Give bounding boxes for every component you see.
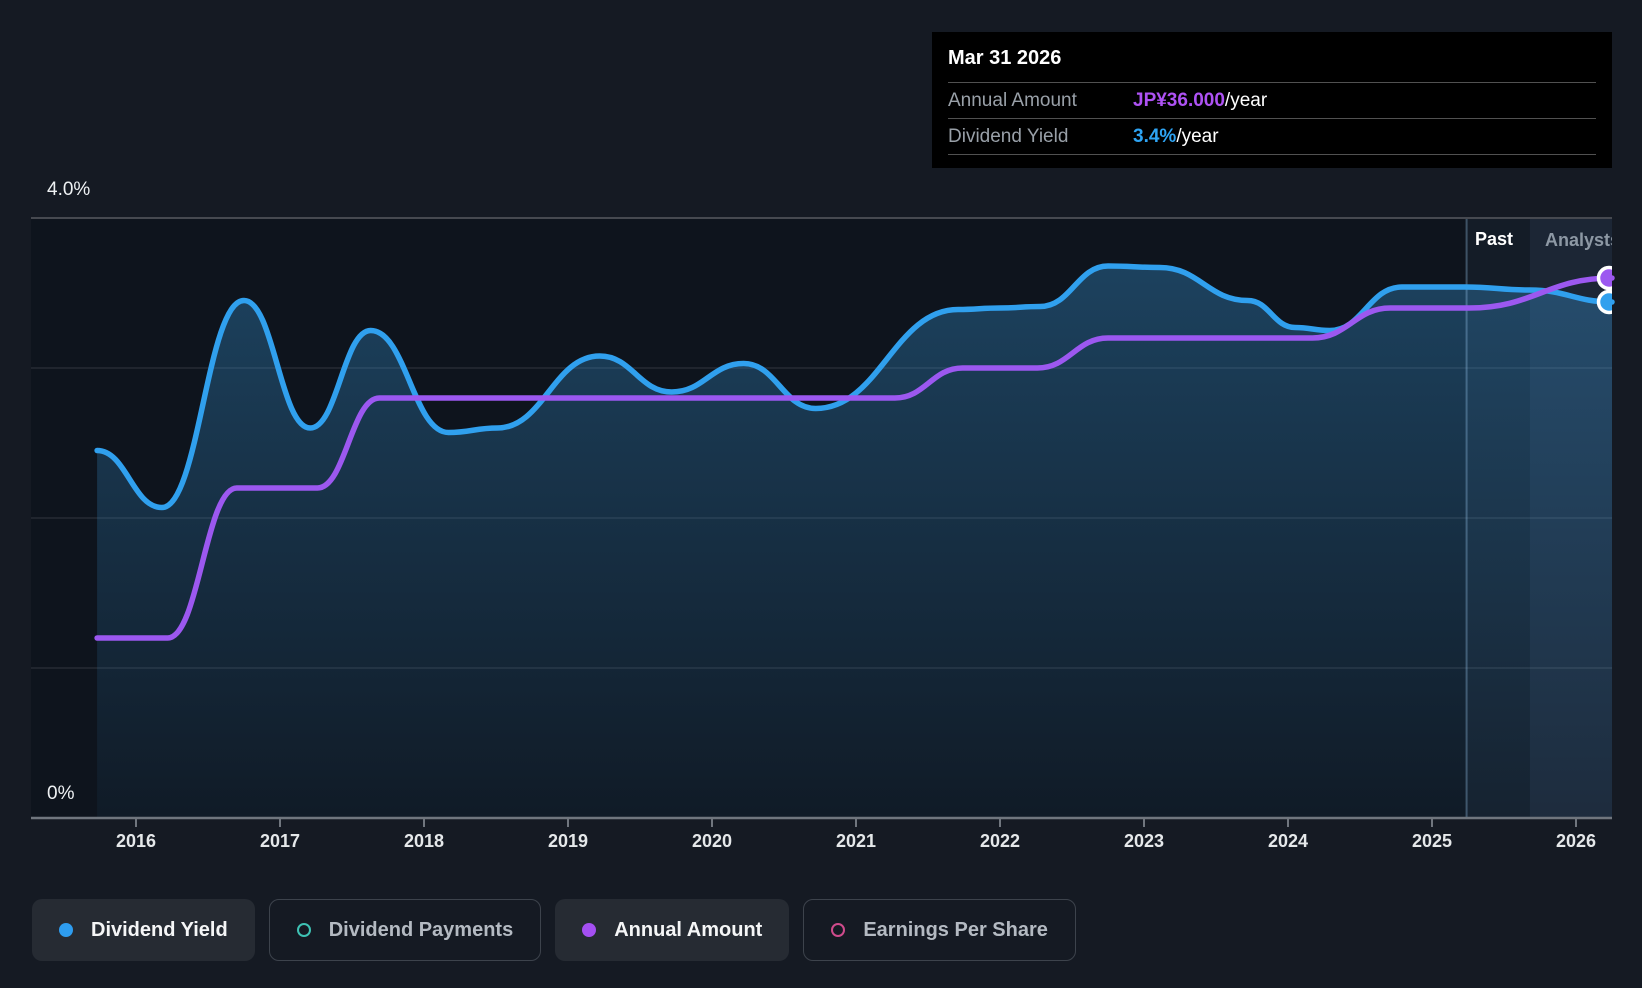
past-zone-label: Past (1475, 229, 1514, 249)
legend-toggle-dividend-yield[interactable]: Dividend Yield (32, 899, 255, 961)
legend-toggle-earnings-per-share[interactable]: Earnings Per Share (803, 899, 1076, 961)
tooltip-row-annual-amount: Annual Amount JP¥36.000/year (948, 82, 1596, 118)
tooltip-value: 3.4% (1133, 125, 1177, 147)
tooltip-value-suffix: /year (1224, 89, 1268, 111)
legend: Dividend Yield Dividend Payments Annual … (32, 899, 1076, 961)
earnings-per-share-ring-icon (831, 923, 846, 937)
dividend-yield-dot-icon (59, 923, 73, 937)
legend-label: Dividend Yield (91, 918, 228, 941)
dividend-yield-line[interactable] (94, 263, 1615, 511)
analysts-forecast-zone-label: Analysts Forecasts (1545, 230, 1612, 250)
legend-toggle-annual-amount[interactable]: Annual Amount (555, 899, 790, 961)
dividend-payments-ring-icon (296, 923, 311, 937)
y-axis-label-bottom: 0% (47, 783, 75, 804)
legend-label: Annual Amount (614, 918, 763, 941)
tooltip-label: Annual Amount (948, 89, 1077, 111)
x-axis-year-label: 2019 (547, 831, 589, 851)
x-axis-year-label: 2017 (259, 831, 301, 851)
y-axis-label-top: 4.0% (47, 179, 91, 200)
annual-amount-endpoint-marker[interactable] (1596, 265, 1620, 291)
tooltip-date: Mar 31 2026 (948, 47, 1062, 69)
annual-amount-dot-icon (582, 923, 597, 937)
x-axis-year-label: 2022 (979, 831, 1021, 851)
legend-label: Dividend Payments (328, 918, 514, 941)
tooltip: Mar 31 2026 Annual Amount JP¥36.000/year… (932, 32, 1612, 168)
tooltip-value: JP¥36.000 (1133, 89, 1225, 111)
x-axis-year-label: 2023 (1123, 831, 1165, 851)
tooltip-label: Dividend Yield (948, 125, 1069, 147)
x-axis-year-label: 2026 (1555, 831, 1597, 851)
x-axis-year-label: 2018 (403, 831, 445, 851)
x-axis-year-label: 2021 (835, 831, 877, 851)
legend-label: Earnings Per Share (863, 918, 1048, 941)
x-axis-year-label: 2016 (115, 831, 157, 851)
dividend-yield-endpoint-marker[interactable] (1596, 289, 1620, 315)
dividend-yield-area (97, 266, 1613, 818)
legend-toggle-dividend-payments[interactable]: Dividend Payments (268, 899, 542, 961)
x-axis-year-label: 2020 (691, 831, 733, 851)
annual-amount-line[interactable] (94, 275, 1615, 641)
x-axis-year-label: 2025 (1411, 831, 1453, 851)
x-axis-year-label: 2024 (1267, 831, 1309, 851)
tooltip-value-suffix: /year (1176, 125, 1219, 147)
tooltip-row-dividend-yield: Dividend Yield 3.4%/year (948, 118, 1596, 155)
